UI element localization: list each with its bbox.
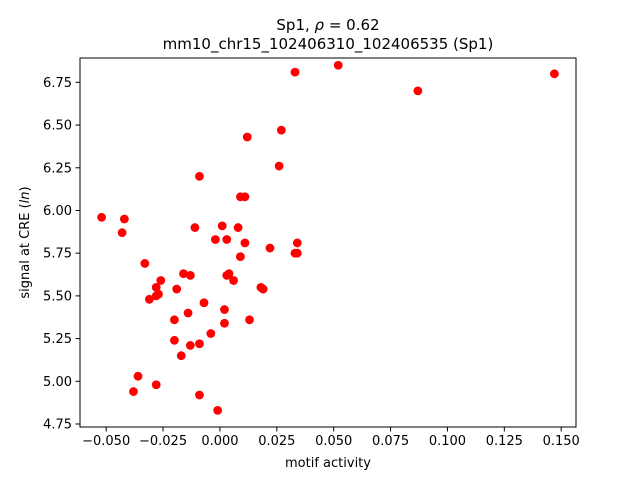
data-point [274,161,284,171]
x-tick-label: 0.075 [372,434,409,449]
data-point [195,339,204,349]
data-point [236,252,245,261]
data-point [242,132,252,142]
data-point [333,60,343,70]
data-point [172,284,182,294]
data-point [224,269,234,279]
data-point [220,305,229,314]
data-point [183,308,193,318]
data-points [97,60,559,415]
y-tick-label: 6.50 [43,119,72,134]
data-point [119,214,129,224]
data-point [549,69,559,79]
y-tick-label: 5.75 [43,247,72,262]
data-point [258,284,268,294]
data-point [190,223,200,232]
plot-frame [79,57,577,428]
y-tick-label: 5.25 [43,332,72,347]
data-point [185,341,195,350]
data-point [240,192,250,202]
x-tick-label: 0.025 [258,434,295,449]
x-tick-label: 0.125 [486,434,523,449]
data-point [195,390,204,400]
x-axis-label: motif activity [285,456,371,471]
data-point [213,405,223,415]
data-point [170,315,179,325]
y-axis-label: signal at CRE (ln) [18,186,33,298]
data-point [292,238,302,248]
data-point [217,221,227,231]
x-tick-label: −0.050 [82,434,130,449]
data-point [276,125,286,135]
x-tick-label: −0.025 [139,434,187,449]
x-tick-label: 0.000 [201,434,238,449]
y-tick-label: 5.00 [43,375,72,390]
data-point [290,67,300,77]
data-point [129,387,138,396]
x-tick-label: 0.100 [429,434,466,449]
data-point [133,371,143,381]
y-tick-label: 6.25 [43,161,72,176]
chart-title-line2: mm10_chr15_102406310_102406535 (Sp1) [163,35,494,54]
data-point [240,238,250,248]
data-point [210,235,220,244]
data-point [170,335,179,345]
data-point [144,294,154,304]
data-point [220,318,229,328]
data-point [229,276,238,285]
y-tick-label: 5.50 [43,289,72,304]
y-tick-label: 4.75 [43,418,72,433]
x-tick-label: 0.050 [315,434,352,449]
data-point [206,329,216,338]
data-point [222,235,232,244]
data-point [413,86,423,96]
data-point [176,351,186,361]
data-point [199,298,209,308]
y-tick-label: 6.75 [43,76,72,91]
data-point [117,228,127,238]
chart-title-line1: Sp1, ρ = 0.62 [276,16,379,34]
x-axis-ticks: −0.050 −0.025 0.000 0.025 0.050 0.075 0.100 0.1… [82,427,580,449]
data-point [245,315,254,325]
data-point [179,269,188,279]
data-point [151,380,161,390]
data-point [140,259,150,268]
data-point [292,248,302,258]
data-point [195,171,204,181]
data-point [151,282,161,292]
data-point [185,270,195,280]
data-point [233,223,243,232]
y-tick-label: 6.00 [43,204,72,219]
data-point [151,291,161,301]
y-axis-ticks: 4.75 5.00 5.25 5.50 5.75 6.00 6.25 6.50 6.75 [43,76,80,433]
data-point [156,276,166,285]
data-point [265,243,275,253]
data-point [97,212,107,222]
x-tick-label: 0.150 [543,434,580,449]
